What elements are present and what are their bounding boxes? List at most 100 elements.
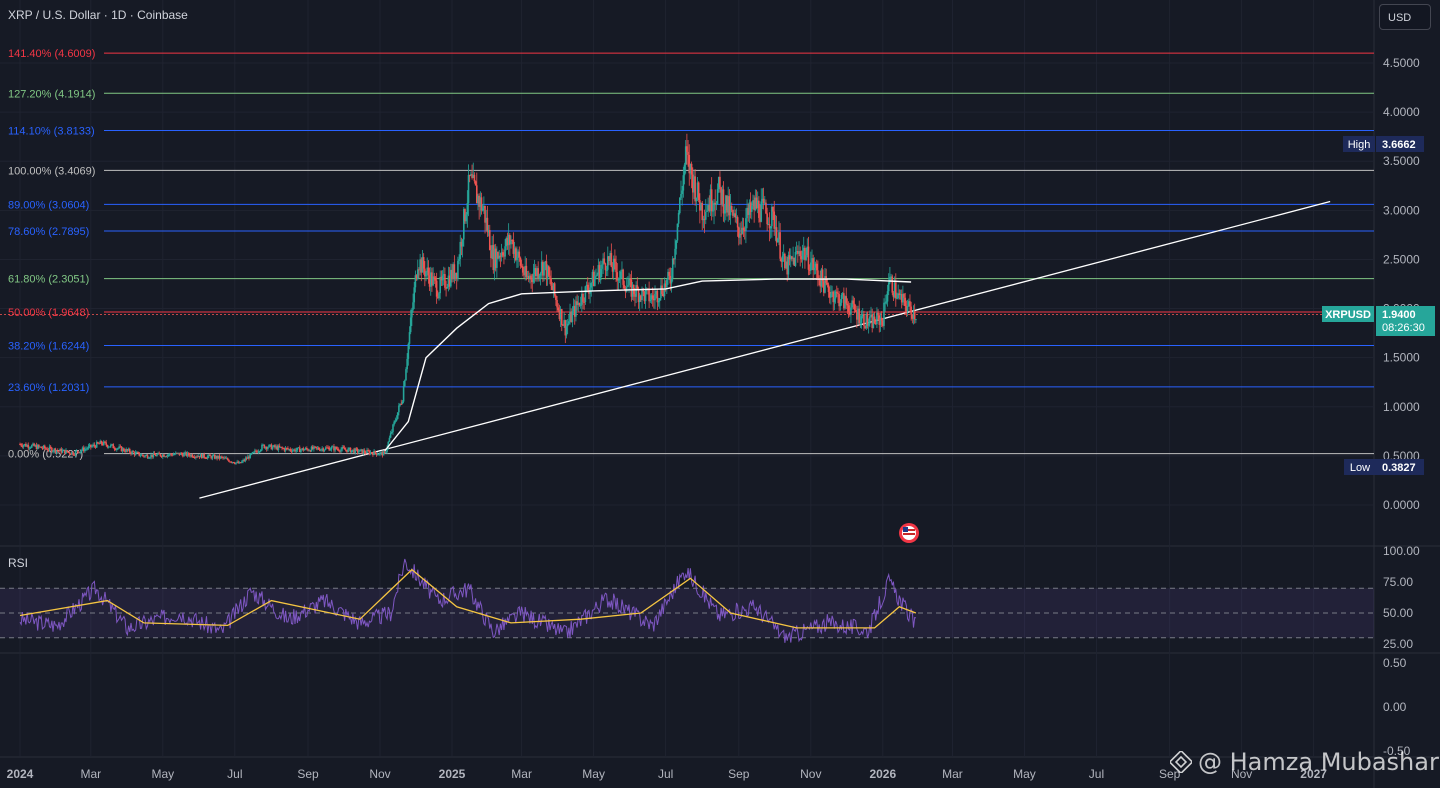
candle-body: [380, 452, 382, 454]
candle-body: [225, 458, 228, 460]
candle-body: [134, 452, 137, 455]
candle-body: [66, 450, 69, 452]
candle-body: [157, 453, 159, 455]
candle-body: [736, 217, 739, 228]
candle-body: [832, 291, 835, 303]
candle-body: [140, 454, 143, 456]
candle-body: [226, 458, 229, 460]
candle-body: [913, 311, 916, 320]
candle-body: [263, 444, 266, 449]
candle-body: [213, 455, 216, 459]
candle-body: [291, 450, 294, 452]
candle-body: [792, 257, 794, 259]
candle-body: [615, 261, 617, 273]
candle-body: [352, 449, 354, 451]
candle-body: [72, 452, 74, 455]
candle-body: [54, 448, 57, 453]
candle-body: [51, 447, 53, 452]
third-pane-tick-label: 0.50: [1383, 656, 1407, 670]
candle-body: [372, 453, 374, 455]
candle-body: [189, 455, 191, 457]
candle-body: [493, 248, 496, 271]
candle-body: [301, 448, 303, 450]
candle-body: [523, 272, 525, 276]
candle-body: [583, 301, 585, 303]
candle-body: [165, 456, 168, 458]
candle-body: [915, 319, 917, 321]
candle-body: [175, 452, 177, 455]
candle-body: [360, 449, 362, 451]
candle-body: [801, 250, 804, 260]
chart-title: XRP / U.S. Dollar · 1D · Coinbase: [8, 8, 188, 22]
candle-body: [609, 253, 611, 261]
candle-body: [884, 302, 886, 304]
candle-body: [734, 213, 737, 218]
candle-body: [847, 305, 850, 312]
candle-body: [426, 267, 429, 272]
candle-body: [483, 205, 485, 209]
time-tick-label: 2024: [7, 767, 34, 781]
candle-body: [859, 322, 862, 324]
candle-body: [562, 324, 564, 326]
candle-body: [715, 203, 718, 205]
candle-body: [898, 293, 901, 296]
candle-body: [77, 450, 79, 452]
candle-body: [205, 457, 208, 459]
candle-body: [439, 276, 441, 294]
candle-body: [166, 454, 169, 457]
candle-body: [612, 258, 615, 272]
candle-body: [87, 446, 90, 449]
candle-body: [249, 453, 251, 459]
candle-body: [387, 441, 390, 448]
candle-body: [221, 456, 223, 458]
low-value-bg: [1376, 459, 1424, 475]
candle-body: [823, 281, 825, 293]
fib-level-label: 127.20% (4.1914): [8, 88, 95, 100]
flag-stripe: [903, 529, 915, 531]
candle-body: [268, 444, 270, 448]
candle-body: [78, 451, 80, 453]
candle-body: [866, 313, 869, 326]
candle-body: [596, 274, 598, 276]
candle-body: [691, 174, 694, 193]
candle-body: [754, 197, 757, 211]
candle-body: [229, 461, 231, 463]
candle-body: [607, 256, 609, 270]
candle-body: [120, 446, 123, 452]
candle-body: [845, 296, 848, 304]
candle-body: [202, 453, 204, 459]
candle-body: [812, 258, 814, 271]
candle-body: [408, 332, 411, 344]
rsi-tick-label: 100.00: [1383, 544, 1420, 558]
candle-body: [695, 197, 698, 202]
candle-body: [767, 224, 770, 226]
candle-body: [585, 284, 588, 287]
candle-body: [71, 452, 73, 455]
candle-body: [786, 261, 789, 275]
candle-body: [650, 295, 653, 300]
candle-body: [112, 444, 115, 449]
candle-body: [55, 450, 58, 453]
price-tick-label: 2.5000: [1383, 252, 1420, 266]
candle-body: [496, 252, 498, 268]
candle-body: [32, 443, 34, 446]
candle-body: [852, 300, 855, 304]
candle-body: [831, 291, 833, 294]
candle-body: [739, 233, 741, 238]
candle-body: [867, 323, 870, 326]
candle-body: [357, 451, 360, 453]
candle-body: [500, 252, 503, 257]
candle-body: [311, 446, 314, 450]
candle-body: [854, 310, 857, 312]
candle-body: [488, 230, 491, 251]
candle-body: [578, 302, 581, 306]
candle-body: [719, 176, 721, 188]
candle-body: [29, 447, 32, 449]
candle-body: [498, 255, 501, 259]
candle-body: [882, 320, 884, 326]
candle-body: [549, 275, 551, 279]
currency-button[interactable]: USD: [1379, 4, 1431, 30]
candle-body: [375, 453, 378, 455]
candle-body: [258, 451, 261, 453]
